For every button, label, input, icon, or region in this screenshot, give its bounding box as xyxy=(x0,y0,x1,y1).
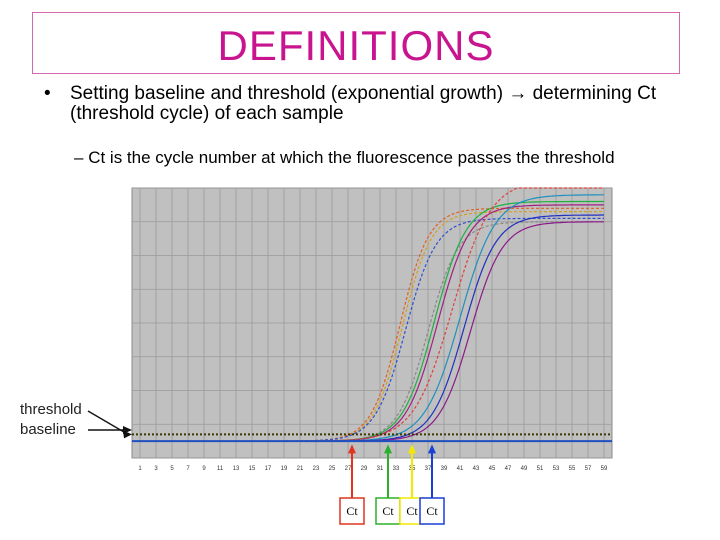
ct-box xyxy=(339,497,365,525)
ct-label: Ct xyxy=(346,504,358,518)
threshold-arrow xyxy=(87,410,129,435)
baseline-label: baseline xyxy=(20,421,76,438)
threshold-label: threshold xyxy=(20,401,82,418)
x-tick-label: 37 xyxy=(425,466,432,472)
x-tick-label: 3 xyxy=(154,466,158,472)
bullet-marker: • xyxy=(44,83,51,104)
x-tick-label: 17 xyxy=(265,466,272,472)
x-tick-label: 9 xyxy=(202,466,206,472)
x-tick-label: 29 xyxy=(361,466,368,472)
x-tick-label: 39 xyxy=(441,466,448,472)
x-tick-label: 51 xyxy=(537,466,544,472)
x-tick-label: 13 xyxy=(233,466,240,472)
title-box: DEFINITIONS xyxy=(32,12,680,74)
x-tick-label: 27 xyxy=(345,466,352,472)
x-tick-label: 19 xyxy=(281,466,288,472)
x-tick-label: 7 xyxy=(186,466,190,472)
ct-arrowhead xyxy=(428,444,436,454)
x-tick-label: 43 xyxy=(473,466,480,472)
x-tick-label: 5 xyxy=(170,466,174,472)
baseline-arrowhead xyxy=(123,426,132,434)
x-tick-label: 11 xyxy=(217,466,224,472)
x-tick-label: 1 xyxy=(138,466,142,472)
slide-title: DEFINITIONS xyxy=(217,22,495,69)
x-tick-label: 53 xyxy=(553,466,560,472)
bullet-text: Setting baseline and threshold (exponent… xyxy=(70,83,657,124)
x-tick-label: 23 xyxy=(313,466,320,472)
ct-arrowhead xyxy=(384,444,392,454)
sub-bullet: – Ct is the cycle number at which the fl… xyxy=(74,148,615,168)
x-tick-label: 55 xyxy=(569,466,576,472)
ct-box xyxy=(419,497,445,525)
x-tick-label: 45 xyxy=(489,466,496,472)
x-tick-label: 21 xyxy=(297,466,304,472)
sub-text: Ct is the cycle number at which the fluo… xyxy=(88,148,615,167)
ct-label: Ct xyxy=(426,504,438,518)
x-tick-label: 57 xyxy=(585,466,592,472)
x-tick-label: 47 xyxy=(505,466,512,472)
x-tick-label: 33 xyxy=(393,466,400,472)
ct-arrowhead xyxy=(348,444,356,454)
x-tick-label: 25 xyxy=(329,466,336,472)
ct-arrowhead xyxy=(408,444,416,454)
x-tick-label: 59 xyxy=(601,466,608,472)
ct-label: Ct xyxy=(406,504,418,518)
x-tick-label: 15 xyxy=(249,466,256,472)
x-tick-label: 31 xyxy=(377,466,384,472)
ct-label: Ct xyxy=(382,504,394,518)
x-tick-label: 49 xyxy=(521,466,528,472)
x-tick-label: 41 xyxy=(457,466,464,472)
sub-marker: – xyxy=(74,148,84,167)
